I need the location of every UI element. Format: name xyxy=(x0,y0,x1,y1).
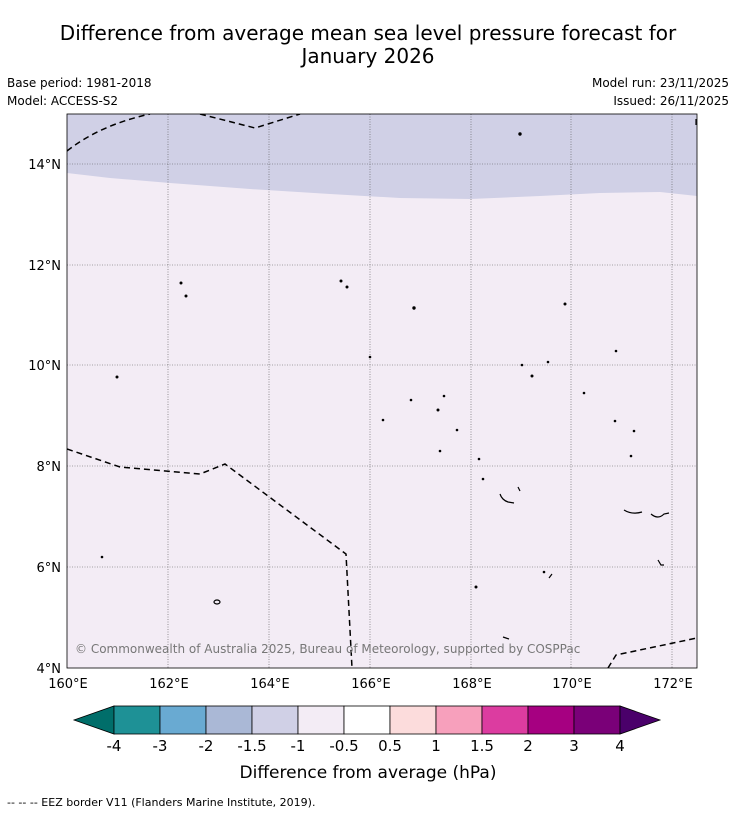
island xyxy=(520,363,524,367)
latitude-labels: 4°N 6°N 8°N 10°N 12°N 14°N xyxy=(28,158,61,677)
lon-label: 168°E xyxy=(452,677,492,692)
colorbar-swatch xyxy=(389,705,437,735)
colorbar-swatch xyxy=(435,705,483,735)
atoll xyxy=(548,573,553,579)
atoll xyxy=(502,636,510,640)
anomaly-band-minus1-to-minus0.5 xyxy=(67,114,697,668)
colorbar-tick-label: -2 xyxy=(199,737,214,755)
island xyxy=(442,394,446,398)
colorbar-tick-label: 4 xyxy=(615,737,625,755)
island xyxy=(184,294,188,298)
lat-label: 6°N xyxy=(37,561,62,576)
colorbar-swatch xyxy=(527,705,575,735)
eez-border-west xyxy=(67,448,353,668)
atoll xyxy=(657,559,664,566)
issued-date: Issued: 26/11/2025 xyxy=(613,94,729,108)
eez-border-north xyxy=(67,114,301,152)
island xyxy=(629,454,633,458)
colorbar: -4 -3 -2 -1.5 -1 -0.5 0.5 1 1.5 2 3 4 xyxy=(72,705,662,755)
island xyxy=(582,391,586,395)
lat-label: 8°N xyxy=(37,460,62,475)
lat-label: 10°N xyxy=(28,359,61,374)
colorbar-tick-label: -1 xyxy=(291,737,306,755)
islands xyxy=(100,132,636,589)
island xyxy=(436,408,440,412)
atoll xyxy=(499,493,515,504)
atoll xyxy=(517,486,521,492)
lon-label: 164°E xyxy=(250,677,290,692)
island xyxy=(477,457,481,461)
island xyxy=(179,281,183,285)
eez-border-southeast xyxy=(607,637,697,668)
lon-label: 170°E xyxy=(552,677,592,692)
colorbar-swatch xyxy=(297,705,345,735)
island xyxy=(563,302,567,306)
colorbar-tick-label: 0.5 xyxy=(378,737,402,755)
colorbar-swatch xyxy=(573,705,621,735)
colorbar-tick-label: 2 xyxy=(523,737,533,755)
anomaly-band-minus1.5-to-minus1 xyxy=(67,114,697,199)
title-line-1: Difference from average mean sea level p… xyxy=(59,21,677,45)
island xyxy=(474,585,478,589)
island xyxy=(339,279,343,283)
colorbar-swatch xyxy=(113,705,161,735)
colorbar-tick-label: -3 xyxy=(153,737,168,755)
island xyxy=(115,375,119,379)
colorbar-swatch xyxy=(251,705,299,735)
colorbar-extend-low xyxy=(72,705,115,735)
longitude-labels: 160°E 162°E 164°E 166°E 168°E 170°E 172°… xyxy=(48,677,693,692)
island xyxy=(613,419,617,423)
island xyxy=(438,449,442,453)
colorbar-swatch xyxy=(205,705,253,735)
lon-label: 160°E xyxy=(48,677,88,692)
graticule xyxy=(67,114,697,668)
atoll xyxy=(650,512,670,518)
lon-label: 172°E xyxy=(653,677,693,692)
colorbar-tick-label: 1 xyxy=(431,737,441,755)
map-figure: © Commonwealth of Australia 2025, Bureau… xyxy=(28,113,698,783)
island xyxy=(345,285,349,289)
colorbar-tick-label: 3 xyxy=(569,737,579,755)
island xyxy=(100,555,104,559)
lat-label: 12°N xyxy=(28,259,61,274)
island xyxy=(542,570,546,574)
island xyxy=(381,418,385,422)
colorbar-tick-label: -1.5 xyxy=(237,737,266,755)
island xyxy=(455,428,459,432)
map-title: Difference from average mean sea level p… xyxy=(0,22,736,68)
base-period: Base period: 1981-2018 xyxy=(7,76,152,90)
colorbar-tick-label: 1.5 xyxy=(470,737,494,755)
island xyxy=(409,398,413,402)
lon-label: 166°E xyxy=(351,677,391,692)
colorbar-swatch xyxy=(343,705,391,735)
island xyxy=(368,355,372,359)
island xyxy=(632,429,636,433)
island xyxy=(518,132,522,136)
colorbar-swatch xyxy=(159,705,207,735)
atoll xyxy=(213,599,221,605)
meta-right: Model run: 23/11/2025 Issued: 26/11/2025 xyxy=(592,74,729,110)
eez-legend-note: -- -- -- EEZ border V11 (Flanders Marine… xyxy=(7,796,316,809)
atoll xyxy=(623,509,643,514)
island xyxy=(546,360,550,364)
colorbar-tick-label: -0.5 xyxy=(329,737,358,755)
colorbar-label: Difference from average (hPa) xyxy=(240,763,497,783)
title-line-2: January 2026 xyxy=(301,44,435,68)
copyright-notice: © Commonwealth of Australia 2025, Bureau… xyxy=(75,642,580,656)
atolls xyxy=(213,119,697,640)
island xyxy=(614,349,618,353)
colorbar-swatch xyxy=(481,705,529,735)
lat-label: 4°N xyxy=(37,662,62,677)
island xyxy=(481,477,485,481)
colorbar-tick-label: -4 xyxy=(107,737,122,755)
model-name: Model: ACCESS-S2 xyxy=(7,94,119,108)
lon-label: 162°E xyxy=(149,677,189,692)
lat-label: 14°N xyxy=(28,158,61,173)
island xyxy=(530,374,534,378)
meta-left: Base period: 1981-2018 Model: ACCESS-S2 xyxy=(7,74,152,110)
colorbar-extend-high xyxy=(619,705,662,735)
model-run: Model run: 23/11/2025 xyxy=(591,76,729,90)
island xyxy=(412,306,416,310)
map-frame xyxy=(66,113,698,669)
